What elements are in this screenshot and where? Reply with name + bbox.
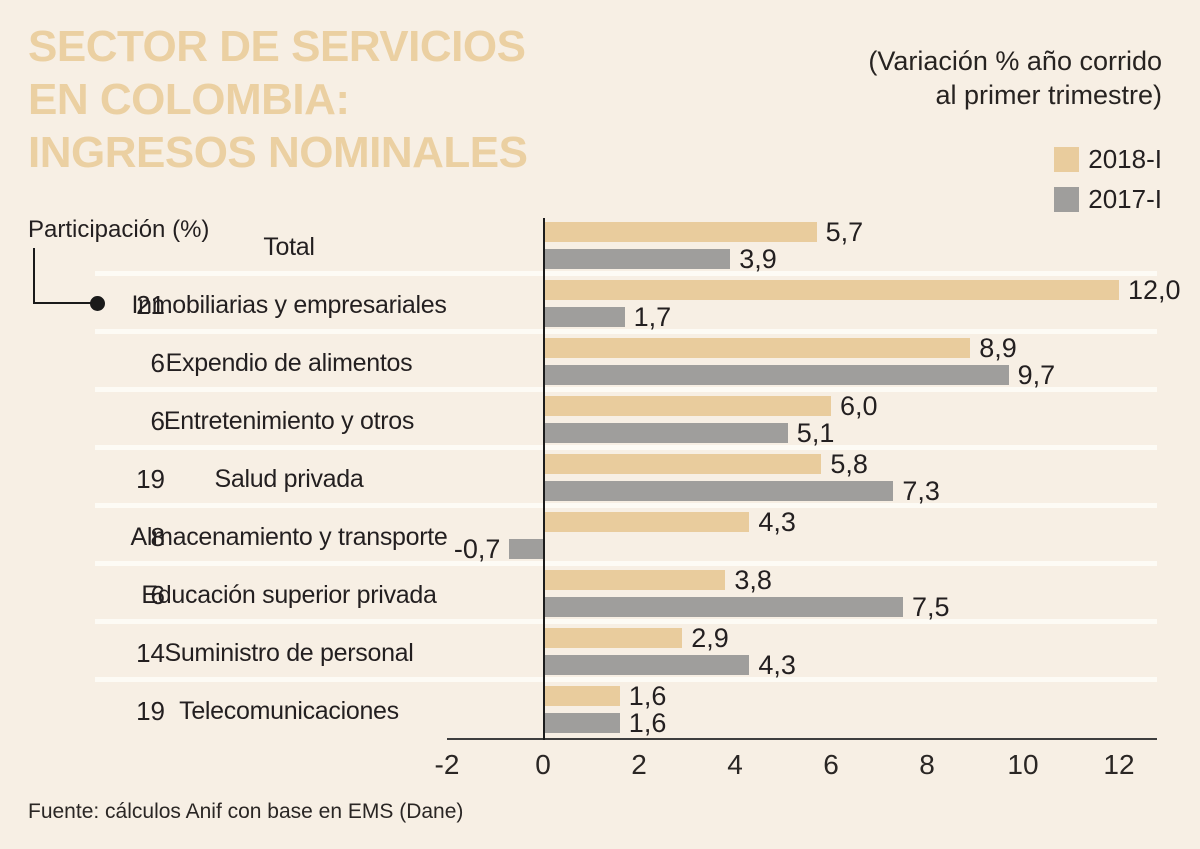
value-label-2018-I: 6,0 bbox=[840, 391, 878, 421]
value-label-2017-I: 1,7 bbox=[633, 302, 672, 332]
chart-subtitle: (Variación % año corrido al primer trime… bbox=[868, 44, 1162, 112]
x-tick-label: 6 bbox=[823, 749, 839, 780]
participation-value: 8 bbox=[150, 522, 165, 552]
value-label-2018-I: 5,8 bbox=[830, 449, 868, 479]
connector-line-horizontal bbox=[33, 302, 91, 304]
participation-value: 6 bbox=[150, 580, 165, 610]
x-tick-label: -2 bbox=[434, 749, 460, 780]
chart-row: 21 Inmobiliarias y empresariales 12,0 1,7 bbox=[95, 276, 1181, 334]
value-label-2018-I: 2,9 bbox=[691, 623, 729, 653]
bar-2017-I bbox=[543, 713, 620, 733]
bar-2017-I bbox=[543, 365, 1009, 385]
chart-title-line-2: EN COLOMBIA: bbox=[28, 75, 350, 124]
participation-value: 19 bbox=[136, 464, 165, 494]
value-label-2018-I: 3,8 bbox=[734, 565, 772, 595]
chart-title-line-1: SECTOR DE SERVICIOS bbox=[28, 22, 526, 71]
value-label-2018-I: 1,6 bbox=[628, 681, 667, 711]
participation-value: 14 bbox=[136, 638, 165, 668]
bar-2017-I bbox=[543, 655, 750, 675]
chart-subtitle-line-1: (Variación % año corrido bbox=[868, 46, 1162, 76]
chart-row: 19 Salud privada 5,8 7,3 bbox=[95, 450, 1157, 508]
connector-line-vertical bbox=[33, 248, 35, 304]
category-label: Inmobiliarias y empresariales bbox=[131, 291, 447, 319]
legend-item-2017: 2017-I bbox=[1054, 184, 1162, 215]
value-label-2017-I: 5,1 bbox=[796, 418, 835, 448]
bar-2018-I bbox=[543, 396, 831, 416]
participation-value: 21 bbox=[136, 290, 165, 320]
category-label: Expendio de alimentos bbox=[165, 349, 413, 377]
value-label-2017-I: 9,7 bbox=[1017, 360, 1056, 390]
bar-2018-I bbox=[543, 454, 822, 474]
chart-row: 6 Entretenimiento y otros 6,0 5,1 bbox=[95, 392, 1157, 450]
chart-row: 6 Expendio de alimentos 8,9 9,7 bbox=[95, 334, 1157, 392]
legend-swatch-2017-icon bbox=[1054, 187, 1080, 212]
bar-2018-I bbox=[543, 686, 620, 706]
bar-2017-I bbox=[543, 597, 903, 617]
category-label: Almacenamiento y transporte bbox=[130, 523, 448, 551]
chart-row: 14 Suministro de personal 2,9 4,3 bbox=[95, 624, 1157, 682]
x-tick-label: 12 bbox=[1103, 749, 1135, 780]
legend-item-2018: 2018-I bbox=[1054, 144, 1162, 175]
value-label-2017-I: 4,3 bbox=[758, 650, 796, 680]
x-tick-label: 8 bbox=[919, 749, 935, 780]
x-tick-label: 4 bbox=[727, 749, 743, 780]
bar-2018-I bbox=[543, 222, 817, 242]
value-label-2018-I: 12,0 bbox=[1128, 275, 1181, 305]
chart-title: SECTOR DE SERVICIOS EN COLOMBIA: INGRESO… bbox=[28, 20, 528, 179]
connector-bullet-icon bbox=[90, 296, 105, 311]
bar-2018-I bbox=[543, 512, 750, 532]
bar-2017-I bbox=[543, 481, 894, 501]
value-label-2017-I: 7,5 bbox=[912, 592, 950, 622]
x-tick-label: 0 bbox=[535, 749, 551, 780]
value-label-2018-I: 5,7 bbox=[825, 217, 864, 247]
category-label: Total bbox=[263, 233, 315, 261]
chart-row: 8 Almacenamiento y transporte 4,3 -0,7 bbox=[95, 508, 1157, 566]
bar-2018-I bbox=[543, 570, 726, 590]
chart-row: 19 Telecomunicaciones 1,6 1,6 bbox=[95, 682, 1157, 740]
legend-swatch-2018-icon bbox=[1054, 147, 1080, 172]
participation-value: 6 bbox=[150, 406, 165, 436]
x-axis-line bbox=[447, 738, 1157, 740]
zero-axis-line bbox=[543, 218, 545, 740]
participation-header: Participación (%) bbox=[28, 216, 210, 243]
bar-2017-I bbox=[543, 307, 625, 327]
value-label-2018-I: 8,9 bbox=[979, 333, 1017, 363]
x-axis-ticks: -2 0 2 4 6 8 10 12 bbox=[95, 749, 1157, 783]
chart-subtitle-line-2: al primer trimestre) bbox=[935, 80, 1162, 110]
bar-2017-I bbox=[543, 423, 788, 443]
value-label-2017-I: -0,7 bbox=[453, 534, 501, 564]
source-note: Fuente: cálculos Anif con base en EMS (D… bbox=[28, 800, 464, 823]
bar-2017-I bbox=[543, 249, 731, 269]
value-label-2017-I: 3,9 bbox=[739, 244, 777, 274]
participation-value: 19 bbox=[136, 696, 165, 726]
value-label-2017-I: 7,3 bbox=[902, 476, 940, 506]
x-tick-label: 2 bbox=[631, 749, 647, 780]
legend-label-2017: 2017-I bbox=[1088, 184, 1162, 214]
value-label-2018-I: 4,3 bbox=[758, 507, 796, 537]
chart-row: 6 Educación superior privada 3,8 7,5 bbox=[95, 566, 1157, 624]
category-label: Telecomunicaciones bbox=[179, 697, 399, 725]
bar-2017-I bbox=[509, 539, 543, 559]
bar-2018-I bbox=[543, 628, 683, 648]
legend: 2018-I 2017-I bbox=[1054, 144, 1162, 224]
category-label: Suministro de personal bbox=[164, 639, 414, 667]
category-label: Educación superior privada bbox=[141, 581, 437, 609]
x-tick-label: 10 bbox=[1007, 749, 1039, 780]
category-label: Salud privada bbox=[214, 465, 364, 493]
chart-rows: Total 5,7 3,9 21 Inmobiliarias y empresarial… bbox=[95, 218, 1181, 740]
chart-row: Total 5,7 3,9 bbox=[95, 218, 1157, 276]
value-label-2017-I: 1,6 bbox=[628, 708, 667, 738]
participation-value: 6 bbox=[150, 348, 165, 378]
bar-2018-I bbox=[543, 280, 1119, 300]
category-label: Entretenimiento y otros bbox=[163, 407, 415, 435]
chart-title-line-3: INGRESOS NOMINALES bbox=[28, 128, 528, 177]
legend-label-2018: 2018-I bbox=[1088, 144, 1162, 174]
bar-2018-I bbox=[543, 338, 971, 358]
